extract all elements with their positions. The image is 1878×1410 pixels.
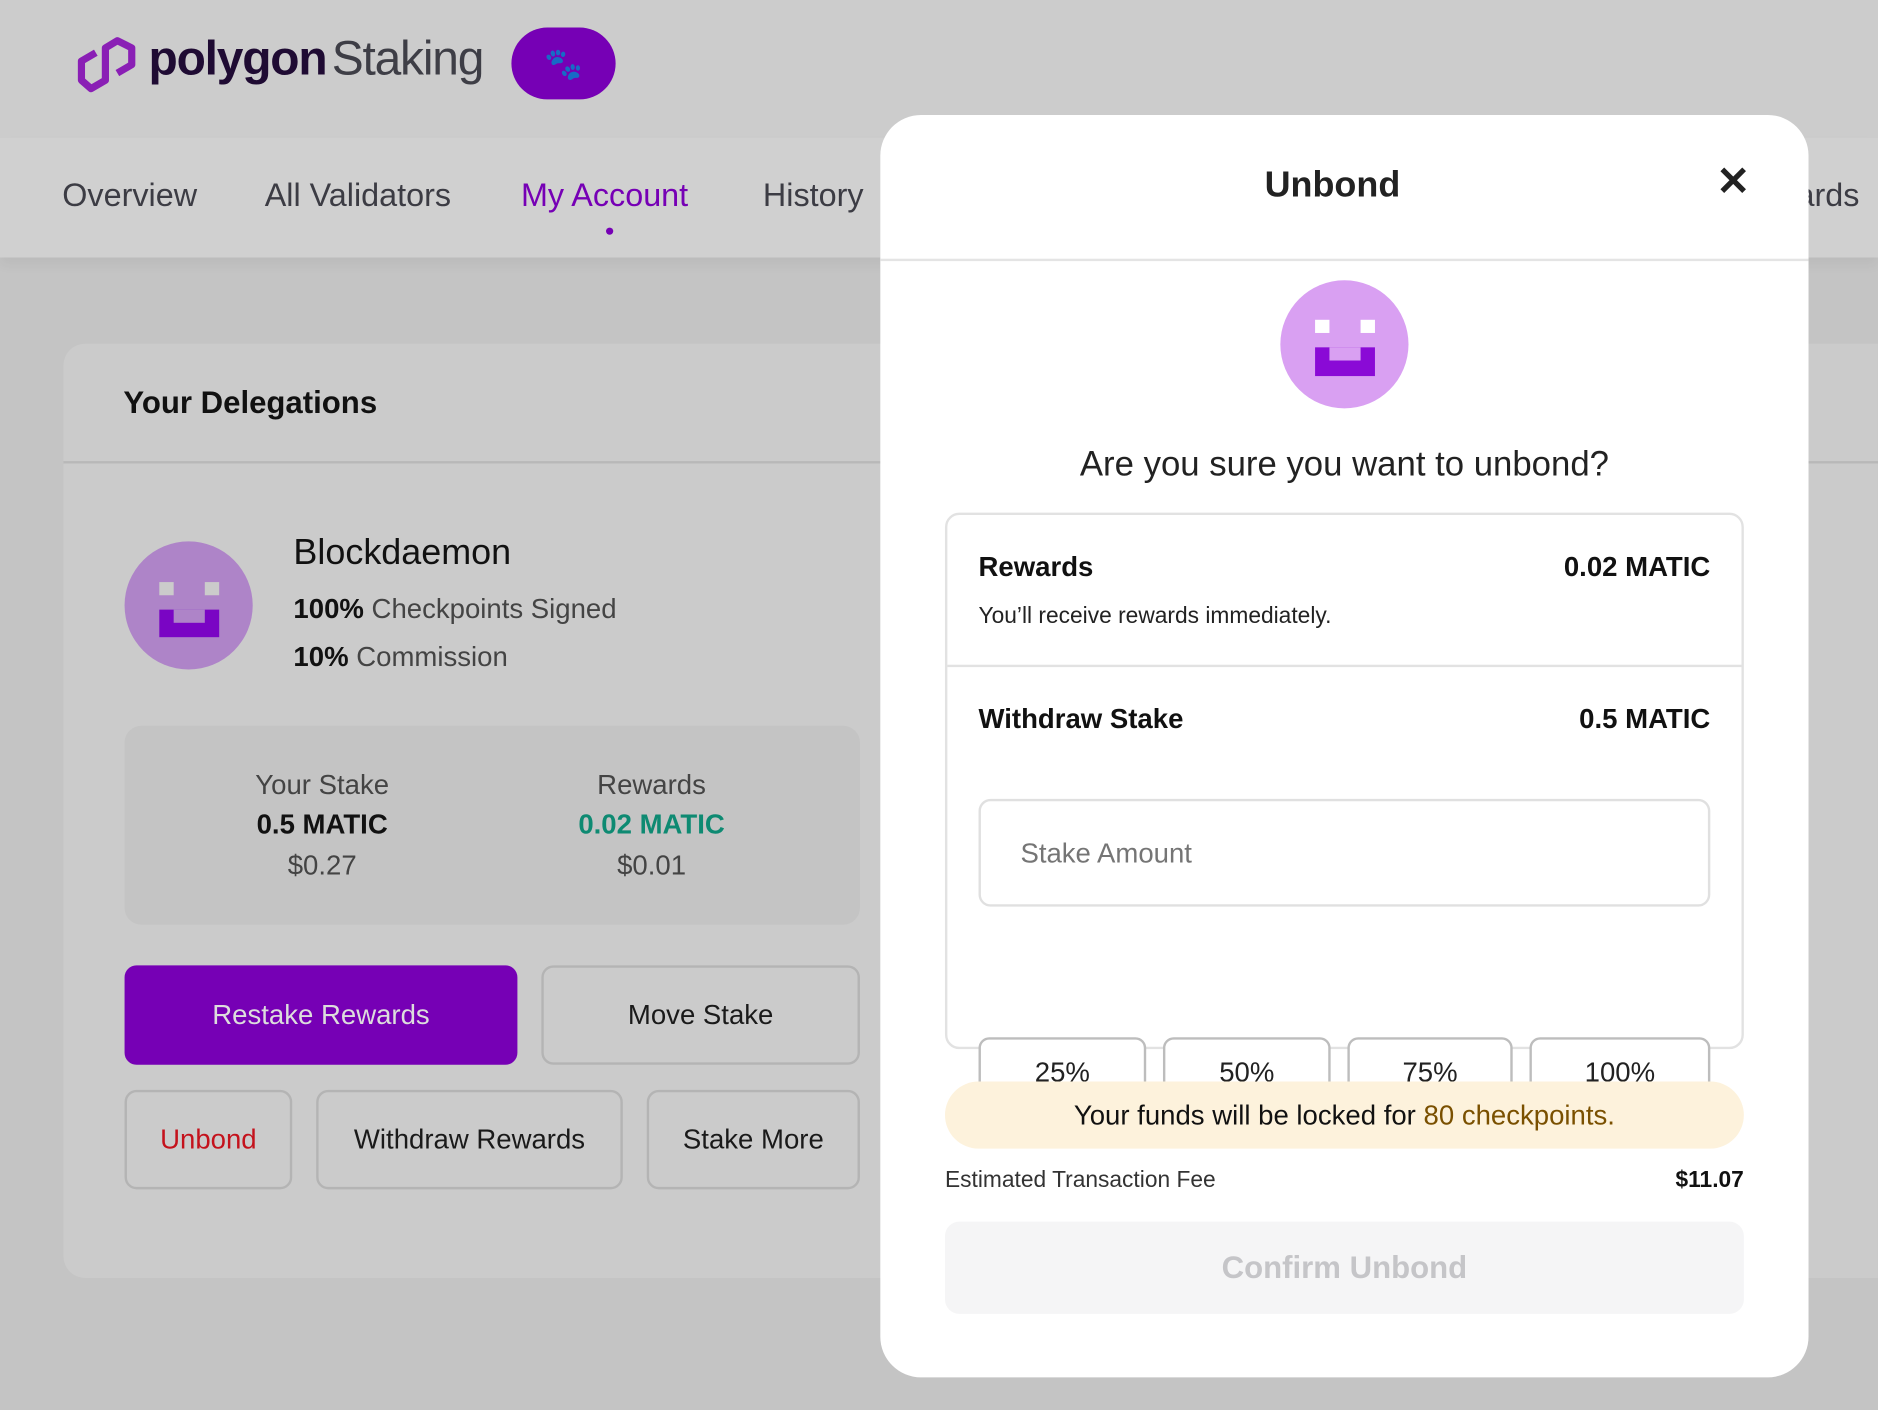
lock-notice: Your funds will be locked for 80 checkpo… <box>944 1081 1744 1149</box>
confirm-question: Are you sure you want to unbond? <box>1079 445 1609 484</box>
stake-summary: Your Stake 0.5 MATIC $0.27 Rewards 0.02 … <box>124 725 860 925</box>
stake-amount: 0.5 MATIC <box>256 808 388 840</box>
header <box>0 0 1878 138</box>
divider <box>880 258 1809 262</box>
brand-name: polygon <box>148 32 328 86</box>
rewards-note: You’ll receive rewards immediately. <box>978 603 1332 629</box>
stake-label: Your Stake <box>255 768 390 801</box>
paw-icon[interactable]: 🐾 <box>511 27 616 100</box>
unbond-modal: Unbond ✕ Are you sure you want to unbond… <box>880 114 1809 1378</box>
rewards-label: Rewards <box>597 768 706 801</box>
rewards-amount: 0.02 MATIC <box>1563 550 1711 583</box>
polygon-logo-icon <box>77 37 136 93</box>
commission: 10% Commission <box>293 640 508 672</box>
tab-all-validators[interactable]: All Validators <box>264 177 452 214</box>
withdraw-stake-label: Withdraw Stake <box>978 703 1184 735</box>
stake-amount-input[interactable] <box>978 798 1711 907</box>
brand[interactable]: polygon Staking <box>148 32 485 86</box>
validator-avatar <box>124 541 253 670</box>
validator-name[interactable]: Blockdaemon <box>293 532 512 573</box>
tab-my-account[interactable]: My Account <box>520 177 689 214</box>
withdraw-stake-amount: 0.5 MATIC <box>1579 703 1711 735</box>
card-title: Your Delegations <box>123 384 378 421</box>
rewards-label: Rewards <box>978 550 1094 583</box>
withdraw-rewards-button[interactable]: Withdraw Rewards <box>316 1089 623 1190</box>
tab-overview[interactable]: Overview <box>62 177 198 214</box>
validator-avatar <box>1280 280 1409 409</box>
rewards-amount: 0.02 MATIC <box>578 808 725 840</box>
fee-label: Estimated Transaction Fee <box>944 1167 1216 1193</box>
close-icon[interactable]: ✕ <box>1716 159 1751 205</box>
stake-more-button[interactable]: Stake More <box>646 1089 860 1190</box>
fee-value: $11.07 <box>1675 1167 1744 1193</box>
brand-product: Staking <box>331 32 485 86</box>
confirm-unbond-button[interactable]: Confirm Unbond <box>944 1221 1744 1314</box>
move-stake-button[interactable]: Move Stake <box>541 965 860 1065</box>
unbond-button[interactable]: Unbond <box>124 1089 293 1190</box>
restake-rewards-button[interactable]: Restake Rewards <box>124 965 518 1065</box>
stake-usd: $0.27 <box>287 849 357 881</box>
rewards-usd: $0.01 <box>617 849 687 881</box>
unbond-details-box: Rewards 0.02 MATIC You’ll receive reward… <box>944 512 1744 1050</box>
tab-history[interactable]: History <box>762 177 864 214</box>
modal-title: Unbond <box>1264 165 1401 205</box>
checkpoints-signed: 100% Checkpoints Signed <box>293 592 617 625</box>
divider <box>947 664 1742 668</box>
active-tab-dot <box>606 227 614 235</box>
